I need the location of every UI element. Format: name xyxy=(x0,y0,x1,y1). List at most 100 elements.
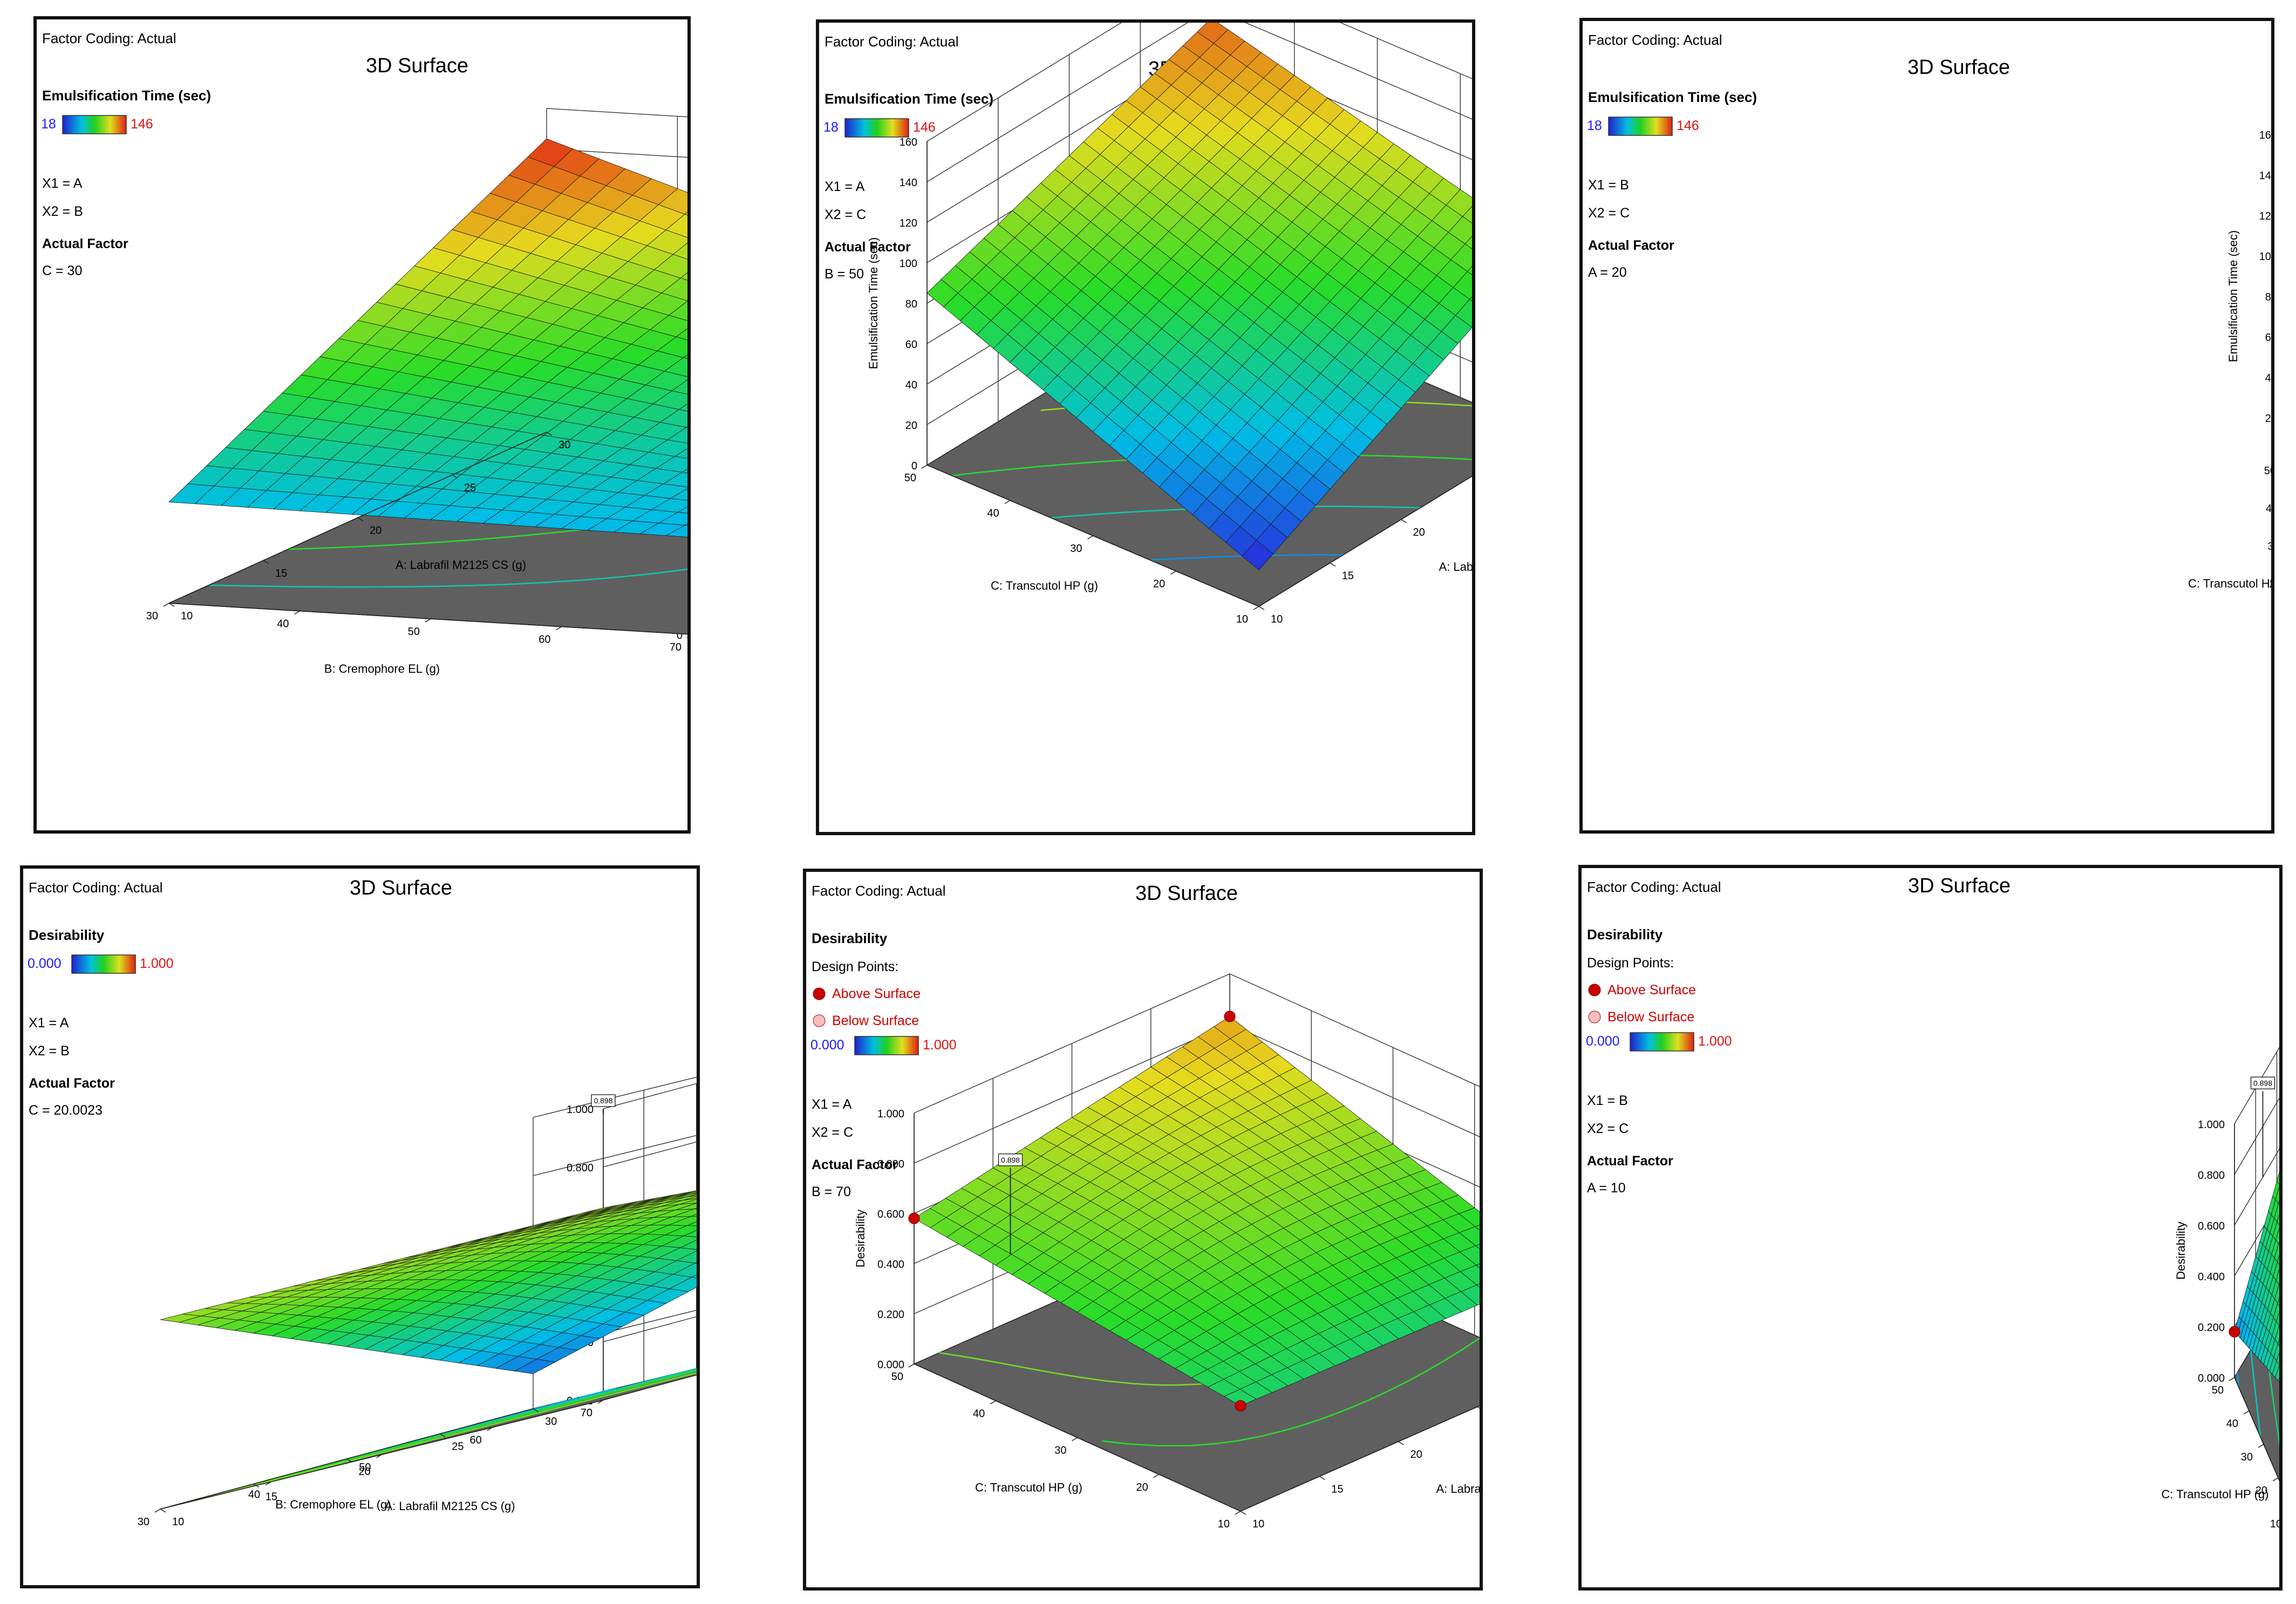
x-tick-label: 10 xyxy=(172,1516,184,1528)
y-tick xyxy=(990,1400,996,1404)
y-tick xyxy=(1170,570,1176,575)
wall-gridline xyxy=(926,23,1472,182)
optimum-flag-value: 0.898 xyxy=(594,1096,612,1105)
z-tick-label: 60 xyxy=(2265,332,2271,344)
x-axis-title: A: Labrafil M2125 CS (g) xyxy=(1436,1482,1480,1496)
x2-assignment: X2 = B xyxy=(42,204,83,219)
wall-gridline xyxy=(2234,1199,2279,1277)
response-surface xyxy=(926,23,1472,571)
contour-line xyxy=(195,1372,697,1500)
chart-title: 3D Surface xyxy=(366,54,468,77)
factor-coding-label: Factor Coding: Actual xyxy=(812,883,946,899)
z-tick-label: 1.000 xyxy=(877,1108,904,1120)
factor-coding-label: Factor Coding: Actual xyxy=(1587,879,1721,895)
z-tick-label: 40 xyxy=(905,379,917,391)
above-surface-point xyxy=(908,1212,920,1224)
x2-assignment: X2 = C xyxy=(1588,206,1630,221)
y-tick xyxy=(1253,606,1259,610)
z-tick-label: 0.800 xyxy=(877,1158,904,1170)
z-tick-label: 0 xyxy=(677,630,683,641)
y-tick xyxy=(597,1400,604,1404)
surface-cell xyxy=(676,328,687,340)
surface-cell xyxy=(2278,1377,2279,1383)
response-surface xyxy=(168,138,687,537)
x-tick xyxy=(1330,562,1336,567)
z-tick-label: 0.400 xyxy=(2198,1271,2225,1283)
y-tick-label: 30 xyxy=(2267,541,2271,552)
x-tick xyxy=(253,1483,260,1488)
y-tick-label: 40 xyxy=(2226,1418,2238,1430)
x-tick xyxy=(1398,1441,1404,1445)
z-tick-label: 20 xyxy=(2265,413,2271,425)
x-tick-label: 10 xyxy=(1271,613,1283,625)
z-tick-label: 0.000 xyxy=(877,1359,904,1371)
y-tick xyxy=(1087,535,1093,540)
design-points-label: Design Points: xyxy=(812,959,898,974)
z-tick-label: 80 xyxy=(2265,291,2271,303)
x1-assignment: X1 = A xyxy=(29,1015,69,1030)
y-axis-title: B: Cremophore EL (g) xyxy=(324,662,440,675)
actual-factor-value: A = 10 xyxy=(1587,1180,1626,1196)
z-tick-label: 1.000 xyxy=(567,1104,594,1116)
wall-gridline xyxy=(2234,1097,2279,1175)
x-axis-title: A: Labrafil M2125 CS (g) xyxy=(385,1499,515,1513)
above-surface-point xyxy=(1224,1011,1236,1022)
y-tick-label: 50 xyxy=(904,472,916,484)
color-scale-bar xyxy=(1630,1032,1694,1052)
y-tick xyxy=(2243,1410,2250,1415)
above-surface-point xyxy=(1235,1400,1246,1412)
z-tick-label: 100 xyxy=(900,258,917,270)
y-axis-title: B: Cremophore EL (g) xyxy=(275,1498,391,1511)
color-max-value: 1.000 xyxy=(140,956,174,971)
color-max-value: 1.000 xyxy=(923,1038,957,1053)
y-tick-label: 40 xyxy=(973,1408,985,1419)
surface-cell xyxy=(1475,1264,1480,1268)
panel-3: Factor Coding: Actual 3D Surface Emulsific… xyxy=(1579,18,2274,834)
response-name: Emulsification Time (sec) xyxy=(1588,89,1757,105)
z-tick-label: 0.800 xyxy=(2198,1170,2225,1182)
above-surface-marker xyxy=(1588,984,1601,996)
y-tick-label: 60 xyxy=(470,1435,482,1446)
z-tick-label: 120 xyxy=(2259,210,2271,222)
z-tick-label: 80 xyxy=(905,298,917,310)
x-tick xyxy=(546,432,553,436)
x2-assignment: X2 = C xyxy=(1587,1121,1629,1136)
chart-title: 3D Surface xyxy=(350,877,452,899)
z-tick-label: 100 xyxy=(2259,251,2271,263)
wall-gridline xyxy=(926,23,1472,142)
color-scale-bar xyxy=(854,1036,919,1055)
color-max-value: 146 xyxy=(1677,118,1699,133)
surface-cell xyxy=(1242,540,1273,571)
factor-coding-label: Factor Coding: Actual xyxy=(825,33,959,50)
y-tick-label: 70 xyxy=(581,1407,592,1419)
above-surface-point xyxy=(2229,1326,2240,1338)
x1-assignment: X1 = A xyxy=(825,179,865,194)
y-tick xyxy=(154,1509,161,1513)
z-tick-label: 0.200 xyxy=(2198,1322,2225,1334)
y-tick-label: 30 xyxy=(146,610,158,622)
x-axis-title: A: Labrafil M2125 CS (g) xyxy=(396,558,526,572)
x-tick-label: 20 xyxy=(1411,1449,1422,1460)
z-tick-label: 0.200 xyxy=(877,1309,904,1321)
color-max-value: 1.000 xyxy=(1698,1034,1732,1049)
below-surface-marker xyxy=(1588,1011,1601,1023)
x2-assignment: X2 = B xyxy=(29,1043,70,1059)
z-tick-label: 0.600 xyxy=(2198,1220,2225,1232)
below-surface-label: Below Surface xyxy=(832,1013,919,1028)
color-max-value: 146 xyxy=(913,120,936,135)
contour-line xyxy=(208,568,687,588)
x-tick xyxy=(533,1408,539,1412)
x-tick-label: 25 xyxy=(452,1441,464,1453)
y-tick xyxy=(425,618,431,623)
y-tick-label: 50 xyxy=(2264,465,2271,477)
response-name: Emulsification Time (sec) xyxy=(42,87,211,104)
z-tick-label: 120 xyxy=(900,217,917,229)
y-tick-label: 30 xyxy=(1054,1445,1066,1457)
x-tick xyxy=(168,603,175,607)
actual-factor-label: Actual Factor xyxy=(29,1076,115,1091)
wall-gridline xyxy=(533,1135,697,1176)
y-tick xyxy=(2258,1444,2264,1448)
x-tick xyxy=(160,1509,166,1513)
factor-coding-label: Factor Coding: Actual xyxy=(42,30,176,46)
